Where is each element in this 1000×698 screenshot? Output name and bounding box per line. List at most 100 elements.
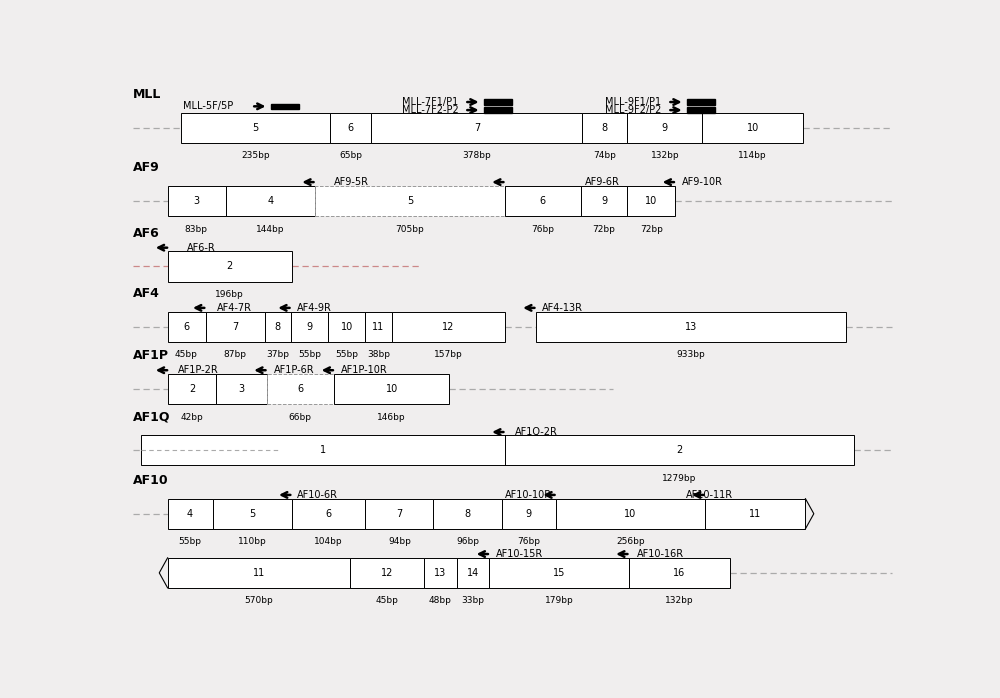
Text: 11: 11 [372,322,385,332]
Bar [168,186,226,216]
Text: 5: 5 [249,509,255,519]
Text: AF1Q-2R: AF1Q-2R [515,427,558,437]
Text: MLL-9F1/P1: MLL-9F1/P1 [606,97,662,107]
Text: 235bp: 235bp [241,151,270,161]
Bar [392,311,505,342]
Text: 83bp: 83bp [185,225,208,234]
Text: 74bp: 74bp [593,151,616,161]
Text: 378bp: 378bp [462,151,491,161]
Bar [264,311,291,342]
Text: 6: 6 [348,123,354,133]
Text: 13: 13 [685,322,697,332]
Text: 6: 6 [540,196,546,206]
Bar [328,311,365,342]
Text: 132bp: 132bp [665,597,693,605]
Text: AF1P-6R: AF1P-6R [274,365,314,376]
Text: 9: 9 [306,322,313,332]
Text: AF9: AF9 [133,161,160,174]
Text: 10: 10 [747,123,759,133]
Text: 13: 13 [434,568,447,578]
Text: 45bp: 45bp [175,350,198,359]
Text: AF10-6R: AF10-6R [297,490,338,500]
Text: 5: 5 [252,123,259,133]
Bar [489,558,629,588]
Text: 15: 15 [553,568,565,578]
Bar [502,498,556,529]
Text: 72bp: 72bp [593,225,615,234]
Text: AF4-9R: AF4-9R [297,303,332,313]
Bar [582,113,627,143]
Text: 55bp: 55bp [298,350,321,359]
Text: AF10-15R: AF10-15R [495,549,543,559]
Bar [536,311,846,342]
Bar [687,99,715,105]
Text: AF10-10R: AF10-10R [505,490,552,500]
Text: 37bp: 37bp [266,350,289,359]
Bar [181,113,330,143]
Bar [484,107,512,113]
Text: 2: 2 [189,384,195,394]
Text: 7: 7 [396,509,402,519]
Text: 144bp: 144bp [256,225,284,234]
Bar [350,558,424,588]
Text: 110bp: 110bp [238,537,266,547]
Text: 10: 10 [645,196,657,206]
Text: 179bp: 179bp [545,597,573,605]
Text: 7: 7 [474,123,480,133]
Text: AF1P-2R: AF1P-2R [178,365,218,376]
Text: 196bp: 196bp [215,290,244,299]
Text: AF10-11R: AF10-11R [686,490,733,500]
Text: 8: 8 [275,322,281,332]
Text: 705bp: 705bp [395,225,424,234]
Text: 11: 11 [253,568,265,578]
Text: 76bp: 76bp [517,537,540,547]
Bar [271,103,299,109]
Text: AF10: AF10 [133,474,168,487]
Text: 2: 2 [226,262,233,272]
Text: 6: 6 [184,322,190,332]
Text: 1279bp: 1279bp [662,474,696,483]
Text: 6: 6 [297,384,304,394]
Text: 48bp: 48bp [429,597,452,605]
Bar [505,186,581,216]
Bar [556,498,705,529]
Bar [629,558,730,588]
Bar [226,186,315,216]
Bar [168,498,213,529]
Bar [371,113,582,143]
Text: MLL-7F2-P2: MLL-7F2-P2 [402,105,459,115]
Text: 9: 9 [662,123,668,133]
Text: 14: 14 [467,568,479,578]
Text: 96bp: 96bp [456,537,479,547]
Bar [168,311,206,342]
Text: AF9-5R: AF9-5R [334,177,369,187]
Text: 10: 10 [385,384,398,394]
Text: 66bp: 66bp [289,413,312,422]
Bar [581,186,627,216]
Text: 38bp: 38bp [367,350,390,359]
Text: 104bp: 104bp [314,537,342,547]
Text: 146bp: 146bp [377,413,406,422]
Text: AF4-13R: AF4-13R [542,303,583,313]
Text: 55bp: 55bp [335,350,358,359]
Bar [140,436,854,466]
Text: 94bp: 94bp [388,537,411,547]
Text: 157bp: 157bp [434,350,463,359]
Text: 45bp: 45bp [376,597,398,605]
Text: 42bp: 42bp [180,413,203,422]
Bar [330,113,371,143]
Bar [365,311,392,342]
Text: 933bp: 933bp [676,350,705,359]
Bar [687,107,715,113]
Text: AF1P-10R: AF1P-10R [340,365,387,376]
Text: 11: 11 [749,509,761,519]
Text: 8: 8 [602,123,608,133]
Text: MLL-5F/5P: MLL-5F/5P [183,101,233,112]
Text: 132bp: 132bp [651,151,679,161]
Bar [484,99,512,105]
Bar [292,498,365,529]
Text: AF10-16R: AF10-16R [637,549,684,559]
Bar [424,558,457,588]
Text: AF1Q: AF1Q [133,410,170,424]
Bar [457,558,489,588]
